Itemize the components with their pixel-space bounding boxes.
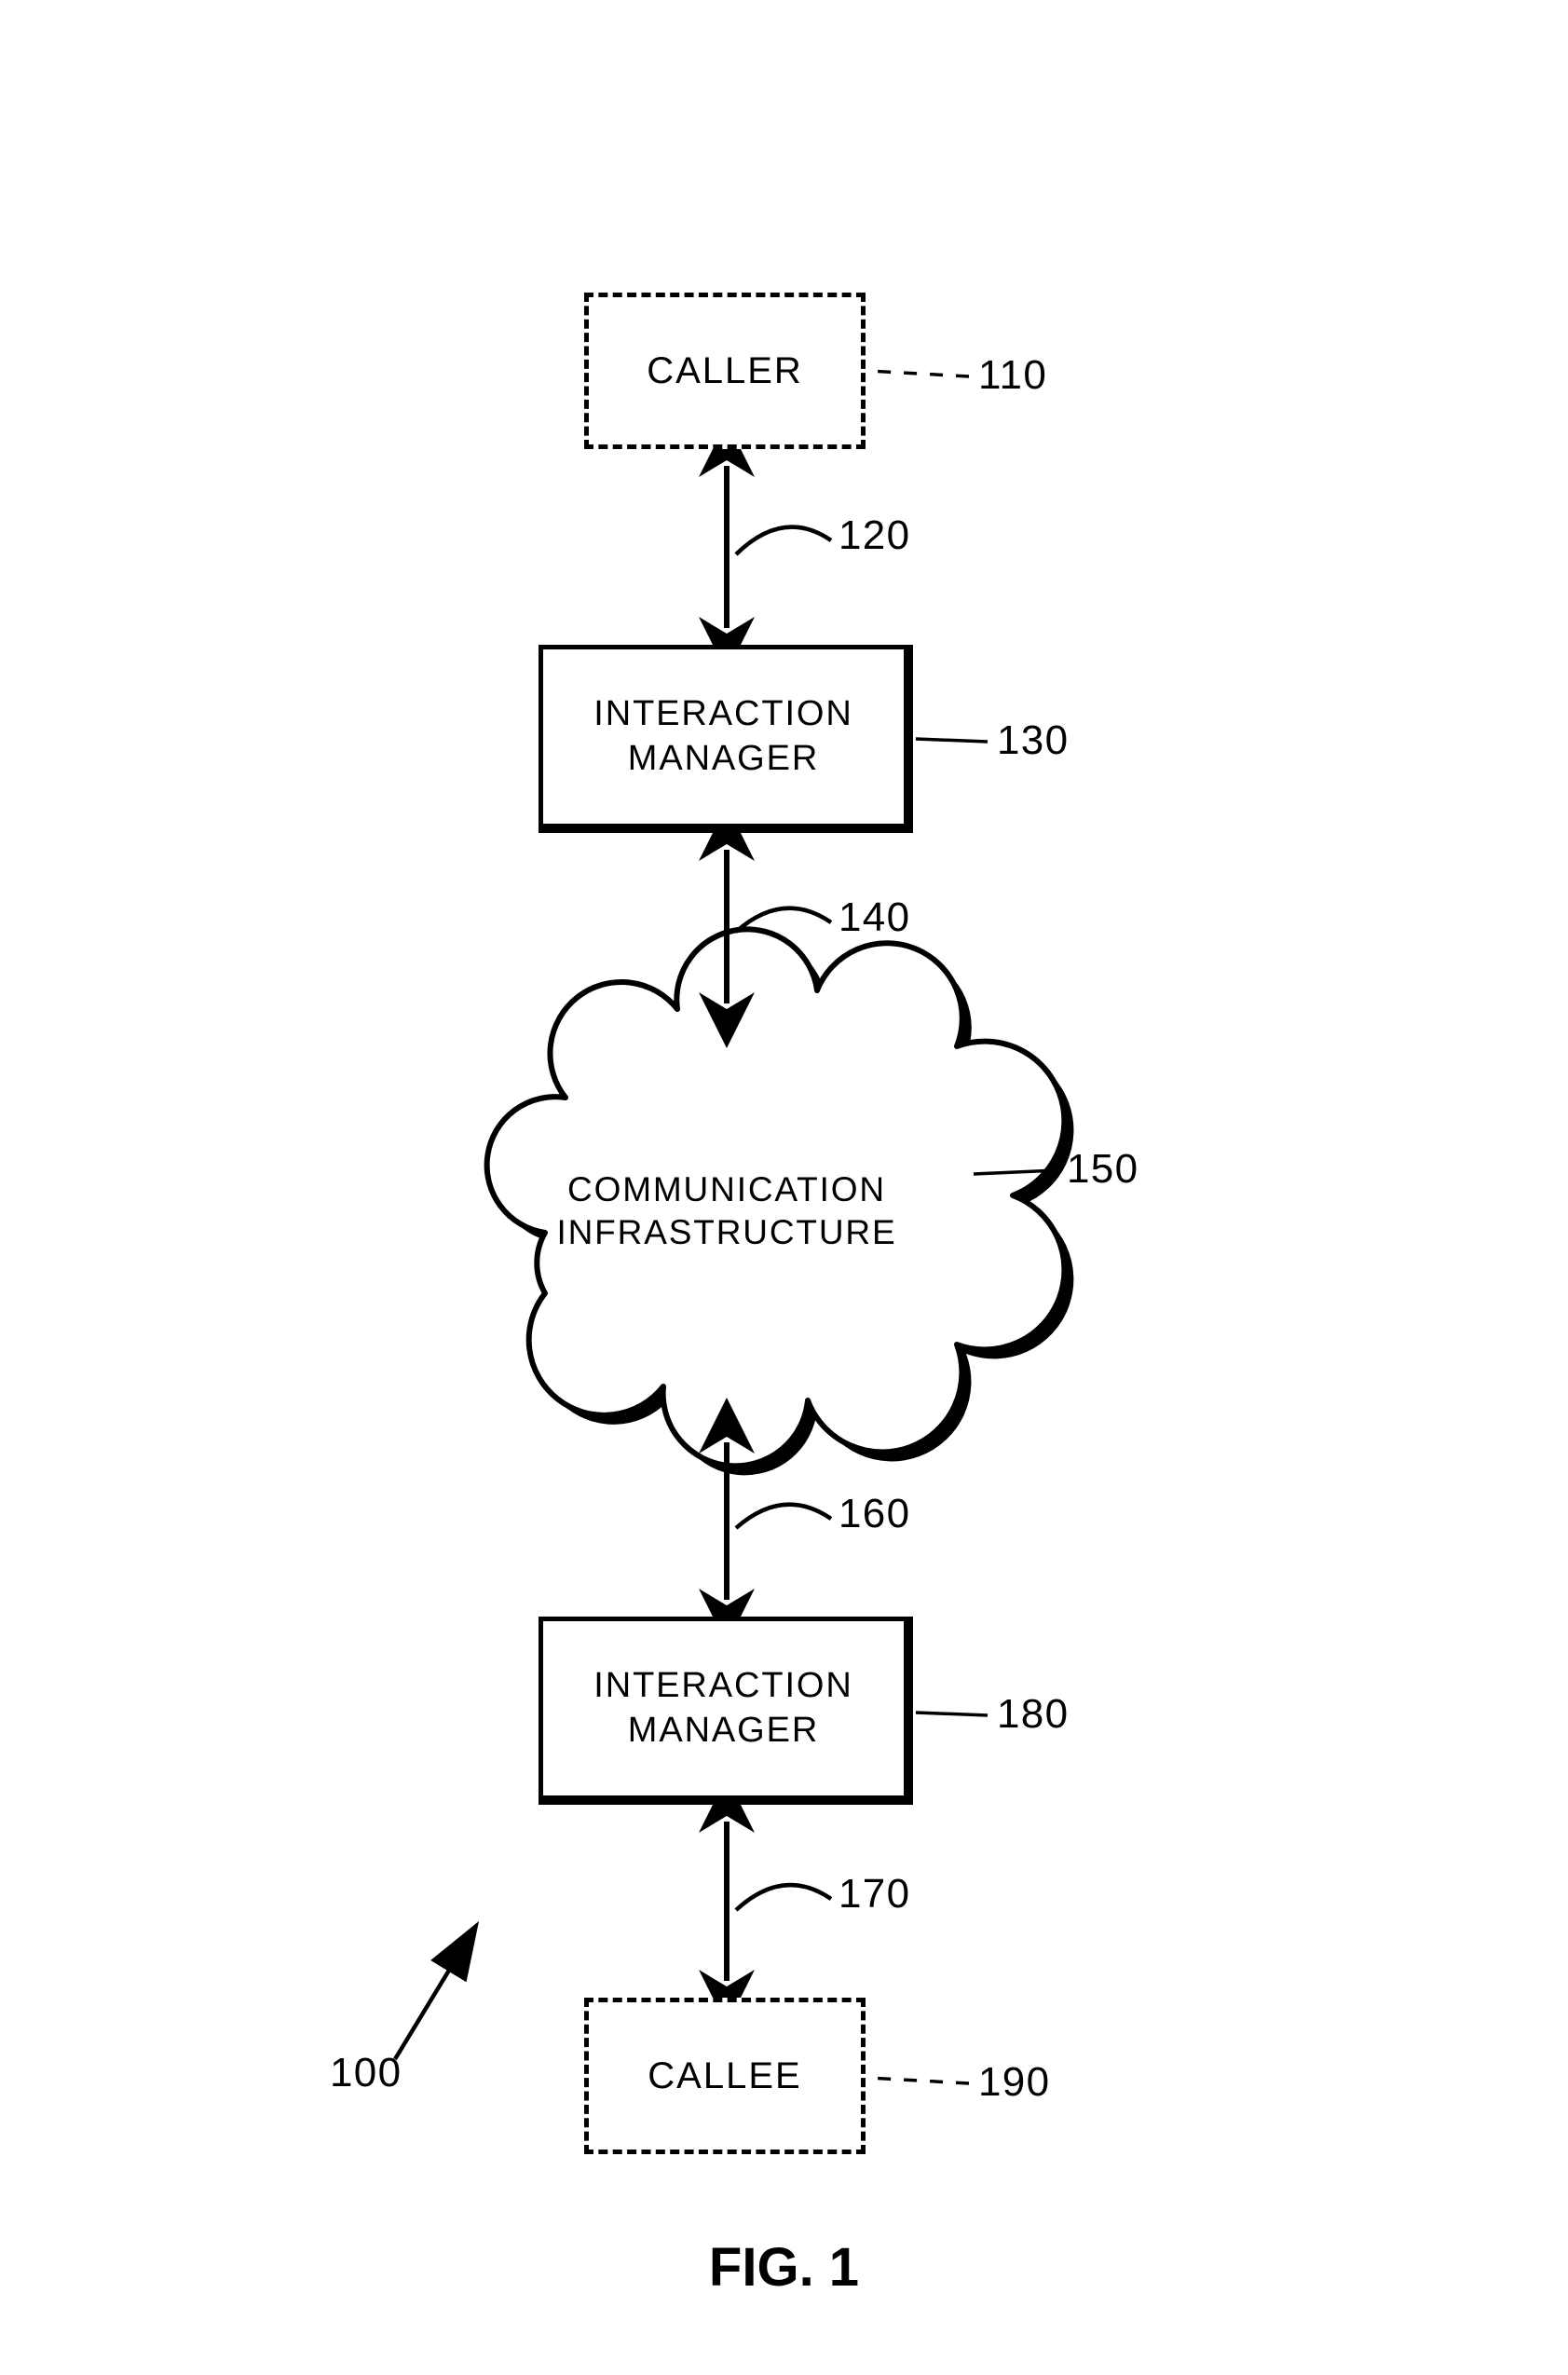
ref-label-110: 110 [978, 352, 1047, 399]
node-text-line: INTERACTION [593, 692, 852, 737]
node-text-line: MANAGER [628, 737, 819, 782]
ref-label-130: 130 [997, 717, 1069, 764]
ref-label-120: 120 [839, 512, 910, 559]
leader-130 [916, 739, 988, 742]
leader-110 [868, 371, 969, 376]
ref-label-150: 150 [1067, 1146, 1139, 1193]
node-callee: CALLEE [584, 1998, 866, 2154]
cloud-line: INFRASTRUCTURE [556, 1211, 896, 1254]
ref-label-140: 140 [839, 894, 910, 941]
figure-canvas: CALLERINTERACTIONMANAGERCOMMUNICATIONINF… [0, 0, 1568, 2375]
leader-170 [736, 1885, 831, 1910]
node-text-line: INTERACTION [593, 1664, 852, 1709]
leader-160 [736, 1505, 831, 1528]
ref-label-160: 160 [839, 1491, 910, 1537]
node-caller: CALLER [584, 293, 866, 449]
ref-label-190: 190 [978, 2059, 1050, 2106]
figure-title: FIG. 1 [0, 2236, 1568, 2299]
cloud-text: COMMUNICATIONINFRASTRUCTURE [466, 997, 988, 1426]
leader-180 [916, 1713, 988, 1715]
ref-label-180: 180 [997, 1691, 1069, 1738]
node-text-line: CALLER [647, 348, 803, 394]
node-imgr2: INTERACTIONMANAGER [539, 1617, 913, 1805]
leader-100 [395, 1964, 453, 2059]
node-text-line: CALLEE [648, 2053, 801, 2099]
ref-label-100: 100 [330, 2050, 402, 2096]
leader-190 [868, 2078, 969, 2083]
node-text-line: MANAGER [628, 1709, 819, 1754]
node-imgr1: INTERACTIONMANAGER [539, 645, 913, 833]
ref-label-170: 170 [839, 1871, 910, 1918]
leader-120 [736, 527, 831, 554]
cloud-line: COMMUNICATION [567, 1168, 886, 1211]
